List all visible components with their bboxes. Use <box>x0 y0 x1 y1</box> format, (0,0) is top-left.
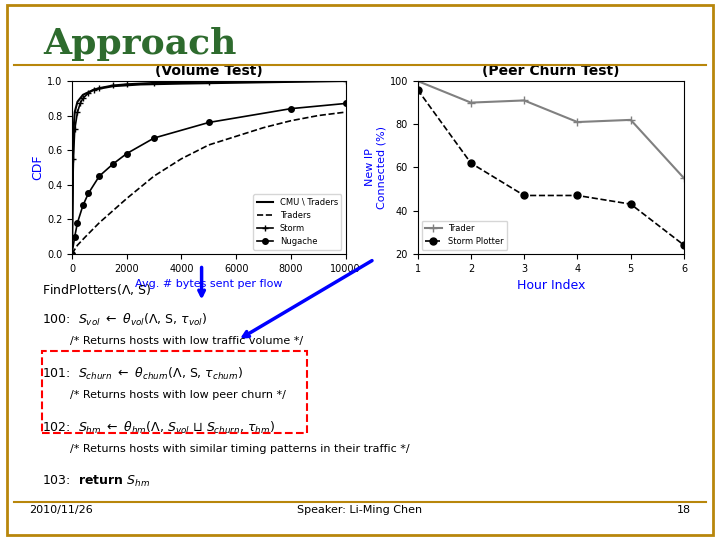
Traders <box>68 251 76 257</box>
Traders <box>287 118 295 124</box>
CMU \ Traders <box>78 92 87 98</box>
Text: 100:  $S_{vol}$ $\leftarrow$ $\theta_{vol}$($\Lambda$, S, $\tau_{vol}$): 100: $S_{vol}$ $\leftarrow$ $\theta_{vol… <box>42 312 207 328</box>
Storm <box>73 109 82 116</box>
CMU \ Traders <box>89 86 98 93</box>
CMU \ Traders <box>69 130 78 136</box>
Trader <box>626 117 635 123</box>
Nugache <box>71 233 79 240</box>
Nugache <box>73 219 82 226</box>
Legend: Trader, Storm Plotter: Trader, Storm Plotter <box>422 221 508 249</box>
Traders <box>341 109 350 116</box>
Storm <box>71 126 79 133</box>
Y-axis label: New IP
Connected (%): New IP Connected (%) <box>365 126 387 209</box>
Trader <box>467 99 475 106</box>
CMU \ Traders <box>232 79 240 86</box>
Traders <box>150 173 158 179</box>
Storm <box>109 82 117 89</box>
Trader <box>573 119 582 125</box>
Legend: CMU \ Traders, Traders, Storm, Nugache: CMU \ Traders, Traders, Storm, Nugache <box>253 194 341 249</box>
Storm <box>341 78 350 84</box>
Storm Plotter <box>467 160 475 166</box>
CMU \ Traders <box>287 79 295 85</box>
CMU \ Traders <box>136 81 145 87</box>
Line: Trader: Trader <box>413 77 688 183</box>
Bar <box>42 351 307 433</box>
CMU \ Traders <box>341 78 350 84</box>
Nugache <box>122 150 131 157</box>
Storm Plotter <box>413 86 422 93</box>
Traders <box>314 112 323 119</box>
Text: 2010/11/26: 2010/11/26 <box>29 505 93 515</box>
Nugache <box>204 119 213 126</box>
X-axis label: Hour Index: Hour Index <box>517 279 585 292</box>
Storm <box>89 86 98 93</box>
Nugache <box>287 105 295 112</box>
Nugache <box>109 161 117 167</box>
Traders <box>259 124 268 131</box>
Text: /* Returns hosts with similar timing patterns in their traffic */: /* Returns hosts with similar timing pat… <box>42 444 410 454</box>
Storm <box>95 85 104 91</box>
CMU \ Traders <box>68 251 76 257</box>
Line: CMU \ Traders: CMU \ Traders <box>72 81 346 254</box>
Text: 101:  $S_{churn}$ $\leftarrow$ $\theta_{churn}$($\Lambda$, S, $\tau_{churn}$): 101: $S_{churn}$ $\leftarrow$ $\theta_{c… <box>42 366 243 382</box>
Text: Approach: Approach <box>43 27 237 61</box>
Line: Storm: Storm <box>68 78 349 257</box>
Line: Traders: Traders <box>72 112 346 254</box>
Title: (Volume Test): (Volume Test) <box>155 64 263 78</box>
Storm <box>84 90 93 96</box>
Storm Plotter <box>520 192 528 199</box>
Y-axis label: CDF: CDF <box>31 154 44 180</box>
Text: 102:  $S_{hm}$ $\leftarrow$ $\theta_{hm}$($\Lambda$, $S_{vol}$ $\sqcup$ $S_{chur: 102: $S_{hm}$ $\leftarrow$ $\theta_{hm}$… <box>42 420 275 436</box>
CMU \ Traders <box>177 80 186 87</box>
CMU \ Traders <box>109 83 117 90</box>
Nugache <box>150 135 158 141</box>
Traders <box>232 133 240 139</box>
X-axis label: Avg. # bytes sent per flow: Avg. # bytes sent per flow <box>135 279 282 289</box>
Line: Storm Plotter: Storm Plotter <box>414 86 688 248</box>
Trader <box>680 175 688 181</box>
Traders <box>204 141 213 148</box>
Storm <box>204 79 213 85</box>
Storm Plotter <box>680 242 688 248</box>
Storm <box>76 100 84 107</box>
Traders <box>95 219 104 226</box>
Storm <box>150 79 158 86</box>
Storm <box>122 81 131 87</box>
Text: FindPlotters($\Lambda$, S): FindPlotters($\Lambda$, S) <box>42 282 151 297</box>
Traders <box>177 156 186 162</box>
Text: /* Returns hosts with low traffic volume */: /* Returns hosts with low traffic volume… <box>42 336 303 346</box>
Line: Nugache: Nugache <box>69 100 348 256</box>
CMU \ Traders <box>73 98 82 105</box>
Text: Speaker: Li-Ming Chen: Speaker: Li-Ming Chen <box>297 505 423 515</box>
Nugache <box>78 202 87 208</box>
Nugache <box>68 251 76 257</box>
Storm <box>68 251 76 257</box>
Nugache <box>84 190 93 197</box>
Traders <box>73 242 82 248</box>
Storm <box>69 156 78 162</box>
Nugache <box>341 100 350 107</box>
Traders <box>122 195 131 202</box>
CMU \ Traders <box>71 109 79 116</box>
Trader <box>413 78 422 84</box>
Traders <box>81 233 90 240</box>
Text: /* Returns hosts with low peer churn */: /* Returns hosts with low peer churn */ <box>42 390 286 400</box>
Storm Plotter <box>573 192 582 199</box>
Title: (Peer Churn Test): (Peer Churn Test) <box>482 64 619 78</box>
Trader <box>520 97 528 104</box>
Text: 103:  $\mathbf{return}$ $S_{hm}$: 103: $\mathbf{return}$ $S_{hm}$ <box>42 474 150 489</box>
Nugache <box>95 173 104 179</box>
Text: 18: 18 <box>677 505 691 515</box>
Storm Plotter <box>626 201 635 207</box>
Storm <box>78 95 87 102</box>
